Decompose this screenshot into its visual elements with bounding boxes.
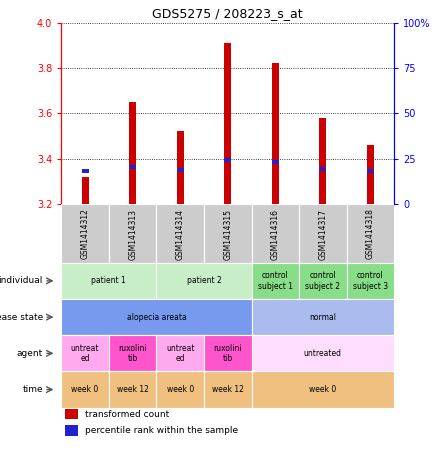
Bar: [65, 425, 78, 436]
Text: week 0: week 0: [166, 385, 194, 394]
Bar: [251, 335, 394, 371]
Text: control
subject 1: control subject 1: [258, 271, 293, 290]
Text: ruxolini
tib: ruxolini tib: [213, 344, 242, 363]
Text: GSM1414318: GSM1414318: [366, 208, 375, 260]
Bar: [319, 118, 326, 204]
Text: GSM1414312: GSM1414312: [81, 208, 90, 260]
Bar: [109, 371, 156, 408]
Text: GSM1414317: GSM1414317: [318, 208, 327, 260]
Bar: [299, 204, 346, 263]
Bar: [129, 102, 136, 204]
Bar: [156, 371, 204, 408]
Bar: [346, 263, 394, 299]
Text: alopecia areata: alopecia areata: [127, 313, 186, 322]
Bar: [251, 299, 394, 335]
Text: time: time: [22, 385, 43, 394]
Bar: [319, 167, 326, 171]
Text: disease state: disease state: [0, 313, 43, 322]
Bar: [61, 335, 109, 371]
Text: week 0: week 0: [309, 385, 336, 394]
Text: patient 1: patient 1: [92, 276, 126, 285]
Bar: [156, 263, 251, 299]
Bar: [81, 169, 88, 173]
Text: GSM1414314: GSM1414314: [176, 208, 185, 260]
Text: control
subject 3: control subject 3: [353, 271, 388, 290]
Bar: [251, 371, 394, 408]
Bar: [346, 204, 394, 263]
Text: week 0: week 0: [71, 385, 99, 394]
Bar: [367, 145, 374, 204]
Text: untreat
ed: untreat ed: [166, 344, 194, 363]
Text: patient 2: patient 2: [187, 276, 221, 285]
Text: week 12: week 12: [117, 385, 148, 394]
Bar: [177, 168, 184, 172]
Text: untreat
ed: untreat ed: [71, 344, 99, 363]
Text: control
subject 2: control subject 2: [305, 271, 340, 290]
Bar: [299, 263, 346, 299]
Bar: [129, 165, 136, 169]
Bar: [251, 263, 299, 299]
Bar: [61, 204, 109, 263]
Text: GSM1414313: GSM1414313: [128, 208, 137, 260]
Title: GDS5275 / 208223_s_at: GDS5275 / 208223_s_at: [152, 7, 303, 20]
Bar: [204, 371, 251, 408]
Bar: [109, 204, 156, 263]
Text: individual: individual: [0, 276, 43, 285]
Bar: [109, 335, 156, 371]
Text: agent: agent: [17, 349, 43, 358]
Text: untreated: untreated: [304, 349, 342, 358]
Bar: [224, 158, 231, 162]
Bar: [251, 204, 299, 263]
Text: normal: normal: [309, 313, 336, 322]
Text: ruxolini
tib: ruxolini tib: [118, 344, 147, 363]
Bar: [61, 371, 109, 408]
Bar: [65, 409, 78, 419]
Text: GSM1414316: GSM1414316: [271, 208, 280, 260]
Bar: [61, 263, 156, 299]
Bar: [61, 299, 251, 335]
Text: percentile rank within the sample: percentile rank within the sample: [85, 426, 238, 435]
Bar: [81, 177, 88, 204]
Bar: [272, 160, 279, 164]
Bar: [272, 63, 279, 204]
Bar: [177, 131, 184, 204]
Bar: [204, 204, 251, 263]
Text: GSM1414315: GSM1414315: [223, 208, 232, 260]
Text: week 12: week 12: [212, 385, 244, 394]
Bar: [224, 43, 231, 204]
Text: transformed count: transformed count: [85, 410, 169, 419]
Bar: [156, 335, 204, 371]
Bar: [156, 204, 204, 263]
Bar: [367, 169, 374, 173]
Bar: [204, 335, 251, 371]
